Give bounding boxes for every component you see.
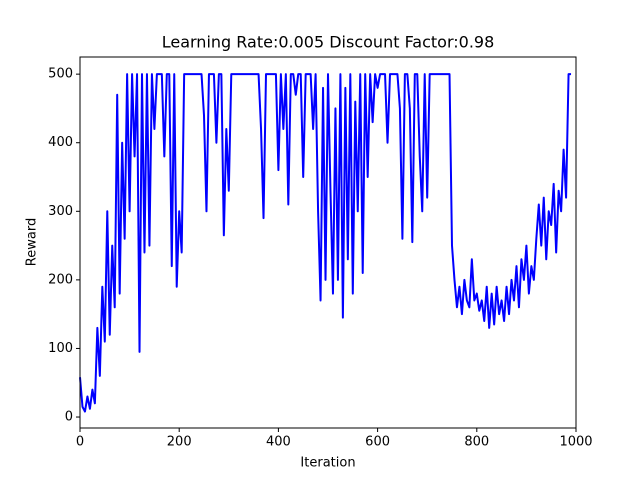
y-axis-label: Reward xyxy=(25,218,40,266)
y-tick-label: 300 xyxy=(48,204,73,219)
y-tick-label: 0 xyxy=(65,410,73,425)
x-axis-label: Iteration xyxy=(300,456,355,471)
x-tick-label: 800 xyxy=(464,435,489,450)
x-tick-label: 1000 xyxy=(559,435,592,450)
chart-title: Learning Rate:0.005 Discount Factor:0.98 xyxy=(162,33,495,52)
x-tick-label: 400 xyxy=(266,435,291,450)
y-tick-label: 500 xyxy=(48,67,73,82)
axes-frame xyxy=(79,56,577,429)
y-tick-label: 200 xyxy=(48,272,73,287)
y-tick-label: 100 xyxy=(48,341,73,356)
data-line xyxy=(79,73,572,413)
y-tick-label: 400 xyxy=(48,135,73,150)
x-tick-label: 200 xyxy=(167,435,192,450)
x-tick-label: 0 xyxy=(76,435,84,450)
x-tick-label: 600 xyxy=(365,435,390,450)
